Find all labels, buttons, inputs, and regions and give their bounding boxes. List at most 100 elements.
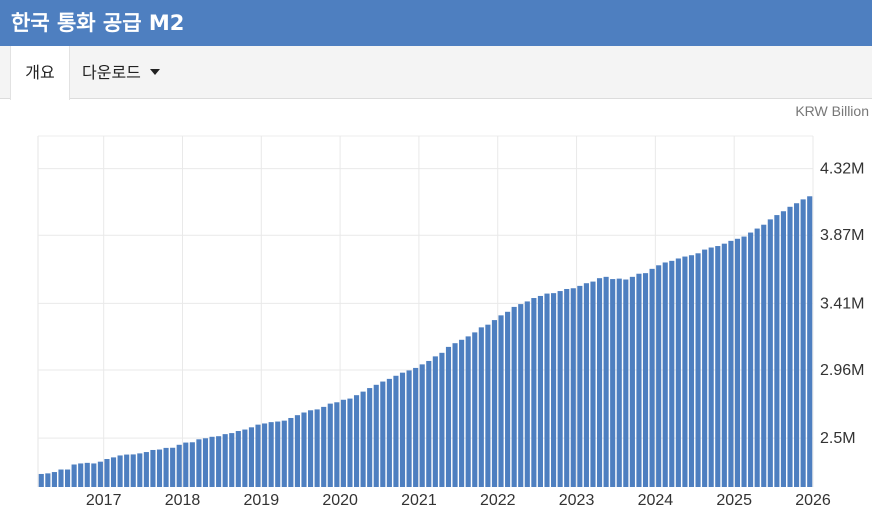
chart-bar (380, 381, 386, 487)
chart-bar (321, 406, 327, 487)
chart-bar (603, 276, 609, 487)
chart-bar (216, 436, 222, 487)
chart-bar (222, 434, 228, 487)
chart-bar (406, 370, 412, 487)
chart-bar (281, 420, 287, 487)
chart-bar (255, 424, 261, 487)
download-menu-button[interactable]: 다운로드 (82, 46, 170, 99)
chart-bar (334, 402, 340, 487)
chart-bar (472, 332, 478, 487)
chart-bar (262, 423, 268, 487)
chart-bar (531, 298, 537, 487)
chart-bar (800, 199, 806, 488)
chart-bar (688, 255, 695, 487)
chart-bar (143, 452, 149, 487)
tab-overview[interactable]: 개요 (10, 46, 70, 100)
chart-bar (728, 240, 734, 487)
chart-bar (104, 459, 110, 487)
m2-bar-chart: 2.5M 2.96M 3.41M 3.87M 4.32M 2017 2018 2019 2020… (37, 103, 869, 509)
chart-bar (294, 415, 300, 487)
chart-bar (623, 279, 629, 487)
chart-bar (537, 295, 543, 487)
y-tick-label: 4.32M (820, 161, 864, 178)
chart-bar (196, 439, 202, 487)
x-tick-label: 2021 (401, 492, 437, 509)
chart-bar (459, 339, 465, 487)
chart-bar (544, 293, 550, 487)
chart-bar (551, 293, 557, 487)
chart-bar (774, 215, 780, 488)
chart-bar (708, 247, 714, 487)
chart-bar (780, 211, 787, 487)
chart-bar (163, 447, 169, 487)
chart-bar (288, 417, 294, 487)
chart-bar (478, 327, 484, 487)
chart-bar (564, 288, 570, 487)
chart-bar (301, 412, 307, 487)
chart-bar (485, 324, 491, 487)
chart-bar (807, 196, 813, 487)
chart-bar (557, 291, 563, 487)
chart-bar (248, 427, 255, 487)
chart-bar (235, 431, 241, 487)
chart-bar (45, 473, 51, 487)
chart-area: 2.5M 2.96M 3.41M 3.87M 4.32M 2017 2018 2019 2020… (0, 100, 872, 517)
chart-bar (340, 399, 346, 487)
chart-bar (150, 449, 156, 487)
chart-bar (682, 256, 688, 487)
chart-bar (754, 228, 760, 487)
x-tick-label: 2023 (559, 492, 595, 509)
chart-bar (616, 278, 622, 487)
chart-bar (498, 315, 504, 487)
chart-bar (314, 409, 320, 487)
chart-bar (787, 206, 793, 487)
y-tick-label: 2.96M (820, 362, 864, 379)
chart-bar (583, 283, 589, 487)
page-title: 한국 통화 공급 M2 (0, 0, 872, 46)
chart-bar (590, 281, 596, 487)
chart-bar (734, 238, 741, 487)
chart-bar (202, 438, 209, 487)
chart-bar (715, 246, 721, 487)
caret-down-icon (149, 68, 160, 75)
chart-bar (229, 433, 235, 487)
chart-bar (71, 464, 77, 487)
chart-bar (505, 311, 511, 487)
download-label: 다운로드 (82, 63, 141, 82)
chart-bar (360, 391, 366, 487)
chart-bar (58, 469, 64, 487)
chart-bar (596, 278, 603, 487)
chart-bar (794, 203, 800, 487)
x-tick-label: 2026 (795, 492, 831, 509)
tab-bar: 개요 다운로드 (0, 46, 872, 100)
chart-bar (767, 219, 773, 487)
chart-bar (669, 260, 675, 487)
chart-bar (170, 447, 176, 487)
chart-bar (419, 364, 425, 487)
x-tick-label: 2025 (716, 492, 752, 509)
chart-bar (347, 398, 353, 487)
chart-bar (748, 232, 754, 487)
x-tick-label: 2024 (638, 492, 674, 509)
x-tick-label: 2020 (322, 492, 358, 509)
chart-bar (275, 421, 281, 487)
unit-label: KRW Billion (795, 103, 869, 119)
chart-bar (393, 375, 399, 487)
y-tick-label: 2.5M (820, 430, 856, 447)
chart-bar (413, 367, 419, 487)
chart-bar (373, 384, 379, 487)
chart-bar (511, 306, 517, 487)
chart-bar (675, 258, 681, 487)
chart-bar (130, 454, 136, 487)
chart-bar (426, 360, 432, 487)
chart-bar (524, 301, 530, 487)
chart-bar (656, 265, 662, 487)
chart-bar (432, 356, 438, 487)
chart-bar (110, 457, 117, 487)
chart-bar (702, 249, 708, 487)
chart-bar (137, 453, 143, 487)
chart-bar (491, 320, 498, 487)
chart-bar (156, 449, 163, 487)
chart-bar (327, 403, 333, 487)
chart-bar (84, 462, 90, 487)
